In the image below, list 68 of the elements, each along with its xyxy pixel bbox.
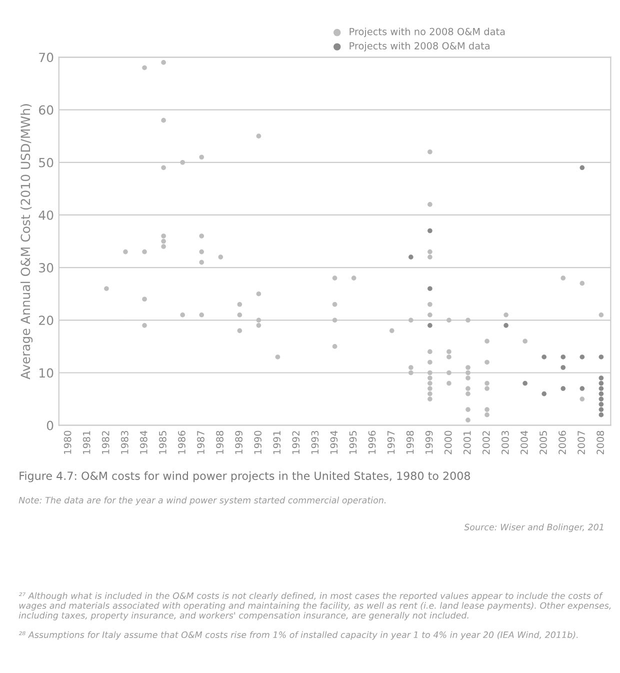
point bbox=[542, 391, 547, 396]
point bbox=[580, 165, 585, 170]
x-tick-label: 1999 bbox=[425, 430, 433, 454]
source-note: Source: Wiser and Bolinger, 201 bbox=[464, 524, 604, 532]
x-tick-label: 1986 bbox=[178, 430, 186, 454]
x-tick-label: 1984 bbox=[140, 430, 148, 454]
y-tick-label: 30 bbox=[39, 263, 54, 272]
y-tick-label: 60 bbox=[39, 105, 54, 115]
text: Figure 4.7: O&M costs for wind power projects in the United States, 1980 to 2008 bbox=[20, 471, 470, 482]
x-tick-label: 1994 bbox=[330, 430, 338, 454]
point bbox=[598, 402, 604, 407]
point bbox=[580, 386, 585, 391]
y-tick-label: 20 bbox=[39, 316, 54, 326]
point bbox=[428, 323, 432, 328]
point bbox=[542, 354, 547, 360]
text: Note: The data are for the year a wind power system started commercial operation. bbox=[18, 496, 386, 506]
x-tick-label: 1990 bbox=[254, 430, 262, 454]
point bbox=[408, 254, 414, 260]
x-tick-label: 2008 bbox=[596, 430, 604, 454]
point bbox=[598, 376, 604, 380]
legend-label: Projects with 2008 O&M data bbox=[350, 42, 490, 52]
point bbox=[428, 228, 432, 234]
x-tick-label: 2004 bbox=[520, 430, 528, 454]
x-tick-label: 1997 bbox=[387, 431, 395, 454]
point bbox=[598, 380, 604, 386]
x-tick-label: 1991 bbox=[273, 431, 281, 454]
x-tick-label: 1983 bbox=[120, 430, 128, 454]
x-tick-label: 1987 bbox=[197, 431, 204, 454]
x-tick-label: 1992 bbox=[292, 431, 300, 454]
x-tick-label: 2000 bbox=[444, 430, 452, 454]
x-tick-label: 2007 bbox=[578, 431, 585, 454]
x-tick-label: 1993 bbox=[311, 430, 319, 454]
point bbox=[598, 386, 604, 391]
x-tick-label: 1985 bbox=[159, 431, 166, 454]
point bbox=[560, 365, 566, 370]
y-tick-label: 50 bbox=[39, 158, 54, 168]
x-tick-label: 1996 bbox=[368, 430, 376, 454]
point bbox=[560, 386, 566, 391]
point bbox=[598, 407, 604, 412]
x-tick-label: 2006 bbox=[558, 430, 566, 454]
point bbox=[504, 323, 508, 328]
y-tick-label: 10 bbox=[40, 368, 54, 378]
x-tick-label: 1981 bbox=[82, 431, 90, 454]
x-tick-label: 1998 bbox=[406, 430, 414, 454]
y-tick-label: 70 bbox=[39, 52, 54, 62]
y-tick-label: 40 bbox=[38, 210, 54, 220]
x-tick-label: 1989 bbox=[235, 430, 242, 454]
y-tick-label: 0 bbox=[46, 420, 54, 430]
x-tick-label: 2005 bbox=[540, 431, 547, 454]
point bbox=[598, 412, 604, 418]
x-tick-label: 1980 bbox=[64, 430, 72, 454]
legend-label: Projects with no 2008 O&M data bbox=[350, 28, 505, 38]
point bbox=[598, 391, 604, 396]
x-tick-label: 1995 bbox=[349, 431, 357, 454]
point bbox=[428, 286, 432, 292]
point bbox=[598, 396, 604, 402]
x-tick-label: 2001 bbox=[463, 431, 471, 454]
x-tick-label: 1988 bbox=[216, 430, 224, 454]
x-tick-label: 2002 bbox=[482, 431, 490, 454]
y-axis-title: Average Annual O&M Cost (2010 USD/MWh) bbox=[20, 104, 33, 380]
x-tick-label: 2003 bbox=[502, 430, 509, 454]
x-tick-label: 1982 bbox=[102, 431, 110, 454]
point bbox=[580, 354, 585, 360]
text: ²⁸ Assumptions for Italy assume that O&M costs rise from 1% of installed capacity in year 1 to 4% in year 20 (IEA Wind, 2011b). bbox=[18, 631, 578, 640]
point bbox=[560, 354, 566, 360]
point bbox=[522, 380, 528, 386]
point bbox=[598, 354, 604, 360]
text: ²⁷ Although what is included in the O&M costs is not clearly defined, in most cases the reported values appear to include the costs of wages and materials associated with operating and maintaining the facility, as well as rent (i.e. land lease payments). Other expenses, including taxes, property insurance, and workers' compensation insurance, are generally not included. bbox=[18, 592, 611, 620]
